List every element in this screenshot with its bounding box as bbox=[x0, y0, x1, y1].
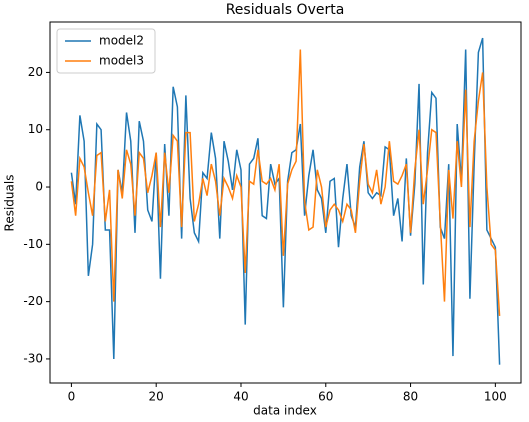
legend-label: model2 bbox=[99, 34, 144, 48]
y-axis-label: Residuals bbox=[3, 175, 17, 232]
series-line bbox=[70, 49, 501, 317]
y-tick-label: 10 bbox=[28, 122, 43, 136]
x-tick-label: 100 bbox=[484, 390, 507, 404]
y-tick-label: 20 bbox=[28, 65, 43, 79]
x-tick-label: 40 bbox=[233, 390, 248, 404]
chart-title: Residuals Overta bbox=[226, 2, 345, 18]
series-line bbox=[70, 37, 501, 365]
x-tick-label: 0 bbox=[68, 390, 76, 404]
x-tick-label: 80 bbox=[403, 390, 418, 404]
y-tick-label: -30 bbox=[23, 351, 43, 365]
y-tick-label: -20 bbox=[23, 294, 43, 308]
x-tick-label: 60 bbox=[318, 390, 333, 404]
y-tick-label: 0 bbox=[35, 180, 43, 194]
legend-label: model3 bbox=[99, 54, 144, 68]
plot-frame bbox=[49, 21, 522, 384]
x-tick-label: 20 bbox=[149, 390, 164, 404]
legend-box bbox=[56, 28, 156, 74]
y-tick-label: -10 bbox=[23, 237, 43, 251]
x-axis-label: data index bbox=[253, 404, 317, 418]
